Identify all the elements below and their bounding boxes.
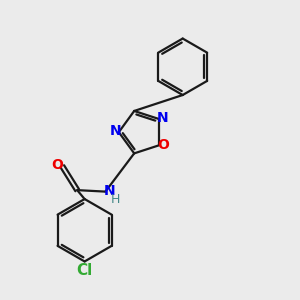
Text: N: N [103, 184, 115, 198]
Text: Cl: Cl [76, 263, 93, 278]
Text: N: N [110, 124, 121, 138]
Text: O: O [51, 158, 63, 172]
Text: H: H [111, 193, 121, 206]
Text: O: O [158, 138, 169, 152]
Text: N: N [157, 111, 169, 124]
